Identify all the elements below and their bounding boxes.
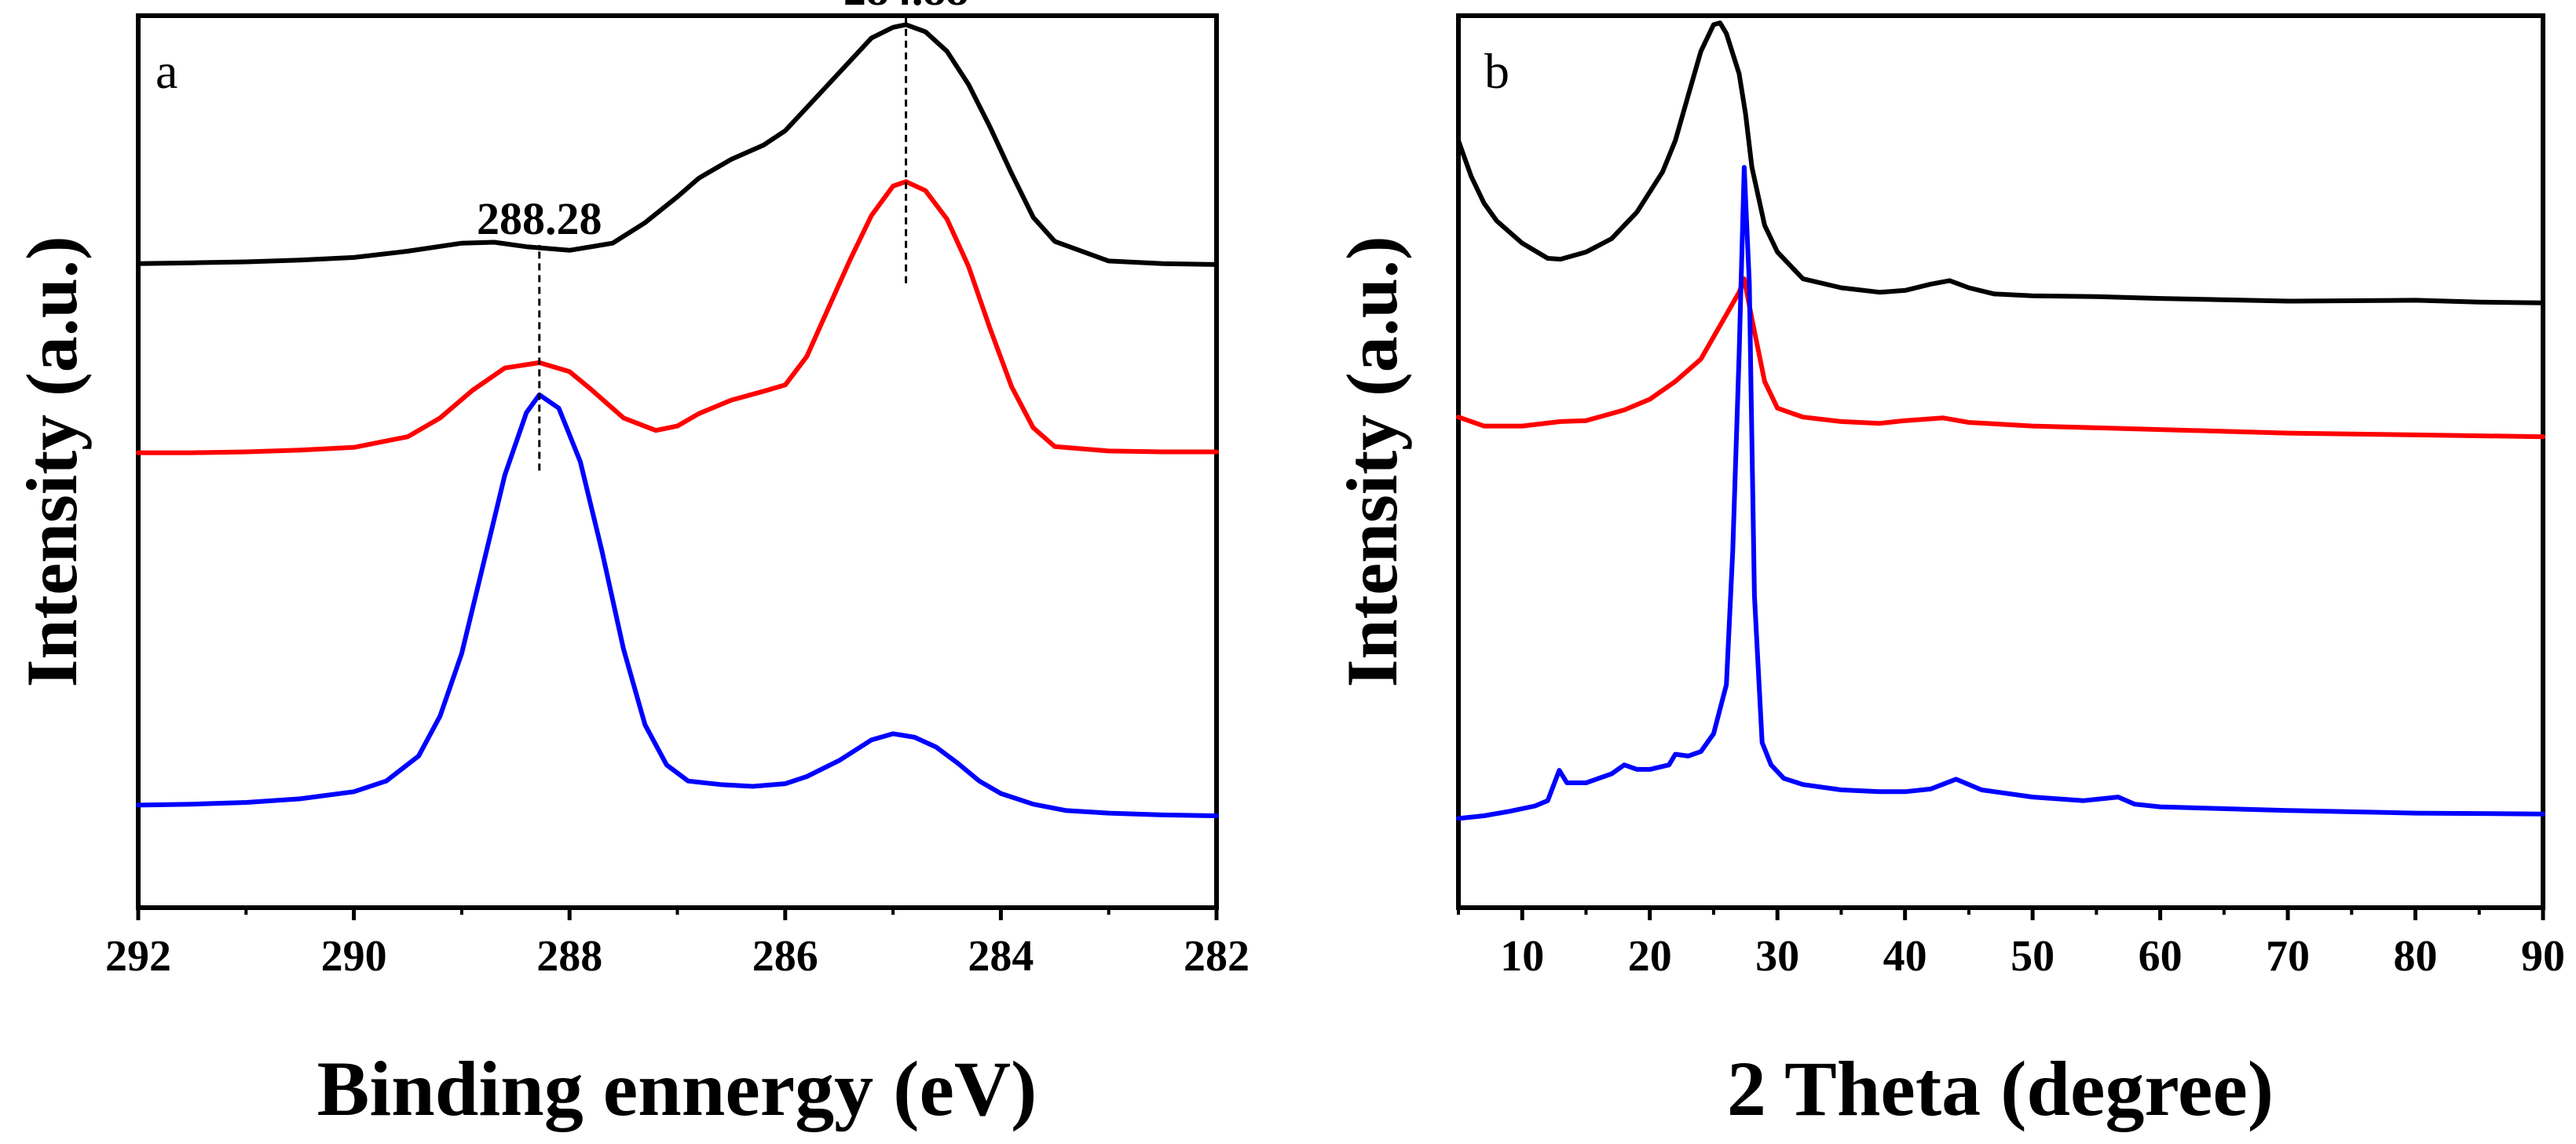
x-ticks-b: 10 20 30 40 50 60 70 80 90 xyxy=(1457,908,2565,981)
x-tick-label-a-0: 292 xyxy=(105,932,171,981)
x-tick-label-b-1: 20 xyxy=(1628,932,1672,981)
x-tick-label-a-3: 286 xyxy=(752,932,818,981)
x-tick-label-a-4: 284 xyxy=(968,932,1034,981)
x-tick-label-b-4: 50 xyxy=(2011,932,2055,981)
panel-b: 10 20 30 40 50 60 70 80 90 b 2 Theta (degree) In… xyxy=(1332,13,2565,1132)
x-tick-label-b-8: 90 xyxy=(2521,932,2565,981)
peak-label-1: 288.28 xyxy=(477,193,602,244)
series-line-a-black xyxy=(136,22,1219,267)
x-tick-label-b-7: 80 xyxy=(2394,932,2438,981)
plot-frame-b xyxy=(1456,13,2545,910)
y-axis-title-b: Intensity (a.u.) xyxy=(1332,236,1412,687)
x-tick-label-b-3: 40 xyxy=(1883,932,1927,981)
series-line-a-red xyxy=(136,179,1219,455)
y-axis-title-a: Intensity (a.u.) xyxy=(12,236,92,687)
series-line-b-black xyxy=(1456,20,2545,305)
series-group-b xyxy=(1456,20,2545,821)
series-line-b-blue xyxy=(1456,165,2545,821)
x-axis-title-a: Binding ennergy (eV) xyxy=(317,1045,1037,1132)
x-tick-label-b-0: 10 xyxy=(1500,932,1544,981)
annotation-group-a: 284.88 288.28 xyxy=(477,0,969,471)
x-axis-title-b: 2 Theta (degree) xyxy=(1727,1045,2274,1132)
x-tick-label-a-2: 288 xyxy=(536,932,602,981)
x-ticks-a: 292 290 288 286 284 282 xyxy=(105,908,1250,981)
x-tick-label-b-2: 30 xyxy=(1755,932,1799,981)
series-group-a xyxy=(136,22,1219,818)
x-tick-label-b-6: 70 xyxy=(2266,932,2310,981)
panel-a: 284.88 288.28 292 290 288 286 284 282 a Bindin… xyxy=(12,0,1250,1132)
peak-label-0: 284.88 xyxy=(843,0,969,15)
panel-label-b: b xyxy=(1484,43,1509,99)
panel-label-a: a xyxy=(156,43,177,99)
x-tick-label-a-5: 282 xyxy=(1184,932,1250,981)
x-tick-label-b-5: 60 xyxy=(2139,932,2183,981)
series-line-a-blue xyxy=(136,392,1219,818)
x-tick-label-a-1: 290 xyxy=(321,932,387,981)
